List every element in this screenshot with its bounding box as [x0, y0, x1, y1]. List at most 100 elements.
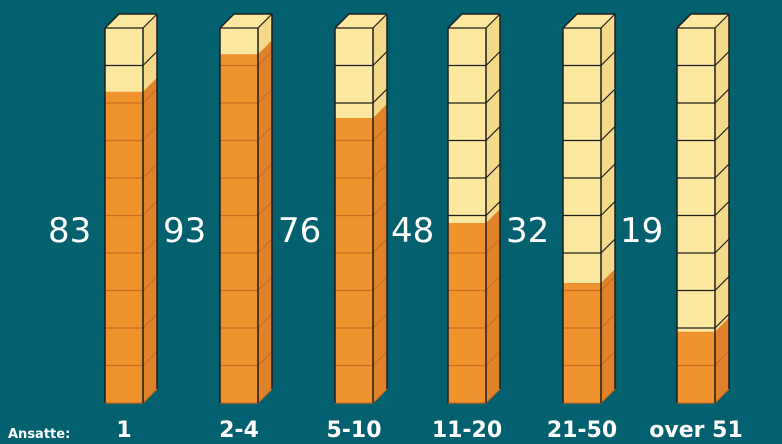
cube-edge-diag — [600, 88, 616, 104]
column-fill-side — [143, 77, 157, 403]
cube-edge-diag-fill — [257, 351, 273, 366]
cube-edge-diag-fill — [600, 351, 616, 366]
cube-edge-diag-fill — [600, 313, 616, 329]
cube-edge-diag — [714, 88, 730, 104]
category-label: 5-10 — [326, 418, 382, 443]
cube-edge-diag-fill — [142, 313, 158, 329]
column-fill-side — [373, 104, 387, 403]
value-label: 76 — [278, 211, 322, 251]
cube-edge-diag-fill — [372, 201, 388, 216]
category-label: 2-4 — [219, 418, 259, 443]
cube-edge-diag-fill — [257, 163, 273, 179]
cube-edge-diag-fill — [372, 351, 388, 366]
cube-edge-diag — [714, 313, 730, 329]
column-fill-front — [677, 331, 716, 403]
value-label: 19 — [620, 211, 664, 251]
cube-edge-diag-fill — [257, 388, 273, 404]
cube-edge-diag-fill — [600, 388, 616, 404]
column-top-edge — [676, 13, 729, 29]
cube-edge-diag — [714, 276, 730, 291]
cube-edge-diag — [485, 126, 501, 141]
cube-edge-diag-fill — [142, 351, 158, 366]
column-top-face — [677, 14, 729, 28]
cube-edge-diag-fill — [714, 351, 730, 366]
cube-edge-diag — [714, 126, 730, 141]
cube-edge-diag — [485, 51, 501, 66]
cube-edge-diag-fill — [257, 276, 273, 291]
value-label: 48 — [391, 211, 435, 251]
cube-edge-diag-fill — [257, 238, 273, 254]
column-fill-front — [105, 91, 144, 403]
cube-edge-diag — [600, 51, 616, 66]
cube-edge-diag — [600, 163, 616, 179]
column-top-edge — [219, 13, 272, 29]
cube-edge-diag — [600, 238, 616, 254]
value-label: 32 — [506, 211, 550, 251]
cube-edge-diag-fill — [372, 163, 388, 179]
column-fill-front — [335, 118, 374, 403]
category-label: 11-20 — [431, 418, 503, 443]
cube-edge-diag-fill — [257, 201, 273, 216]
column-top-face — [448, 14, 500, 28]
category-label: 1 — [116, 418, 132, 443]
cube-edge-diag — [485, 13, 501, 29]
cube-edge-diag — [372, 88, 388, 104]
cube-edge-diag — [714, 201, 730, 216]
cube-edge-diag-fill — [257, 88, 273, 104]
cube-edge-diag-fill — [257, 51, 273, 66]
cube-edge-diag — [257, 13, 273, 29]
column-top-edge — [447, 13, 500, 29]
cube-edge-diag — [714, 238, 730, 254]
value-label: 93 — [163, 211, 207, 251]
column-top-edge — [562, 13, 615, 29]
cube-edge-diag-fill — [485, 238, 501, 254]
cube-edge-diag — [372, 13, 388, 29]
cube-edge-diag-fill — [485, 351, 501, 366]
category-label: over 51 — [649, 418, 743, 443]
column-top-face — [335, 14, 387, 28]
cube-edge-diag — [714, 51, 730, 66]
column-top-face — [563, 14, 615, 28]
cube-edge-diag-fill — [142, 238, 158, 254]
cube-edge-diag — [714, 13, 730, 29]
cube-edge-diag-fill — [372, 238, 388, 254]
column-top-face — [220, 14, 272, 28]
cube-edge-diag — [485, 88, 501, 104]
cube-edge-diag-fill — [372, 388, 388, 404]
x-axis-label: Ansatte: — [8, 427, 71, 442]
column-top-edge — [104, 13, 157, 29]
cube-edge-diag — [600, 126, 616, 141]
cube-edge-diag-fill — [714, 388, 730, 404]
cube-edge-diag — [485, 163, 501, 179]
column-top-edge — [334, 13, 387, 29]
column-fill-front — [220, 54, 259, 403]
cube-edge-diag-fill — [142, 88, 158, 104]
cube-edge-diag — [600, 201, 616, 216]
cube-edge-diag-fill — [142, 126, 158, 141]
cube-edge-diag-fill — [600, 276, 616, 291]
cube-edge-diag-fill — [372, 126, 388, 141]
cube-edge-diag-fill — [142, 276, 158, 291]
cube-edge-diag — [714, 163, 730, 179]
cube-edge-diag-fill — [142, 163, 158, 179]
column-fill-side — [486, 209, 500, 403]
cube-edge-diag-fill — [257, 313, 273, 329]
cube-edge-diag-fill — [372, 313, 388, 329]
cube-edge-diag-fill — [485, 276, 501, 291]
cube-edge-diag — [142, 51, 158, 66]
column-fill-front — [563, 283, 602, 403]
column-fill-side — [601, 269, 615, 403]
value-label: 83 — [48, 211, 92, 251]
cube-edge-diag-fill — [142, 388, 158, 404]
category-label: 21-50 — [546, 418, 618, 443]
column-fill-side — [258, 40, 272, 403]
cube-edge-diag-fill — [257, 126, 273, 141]
cube-edge-diag — [372, 51, 388, 66]
cube-edge-diag — [485, 201, 501, 216]
cube-edge-diag — [142, 13, 158, 29]
cube-edge-diag-fill — [372, 276, 388, 291]
cube-edge-diag — [600, 13, 616, 29]
column-fill-front — [448, 223, 487, 403]
